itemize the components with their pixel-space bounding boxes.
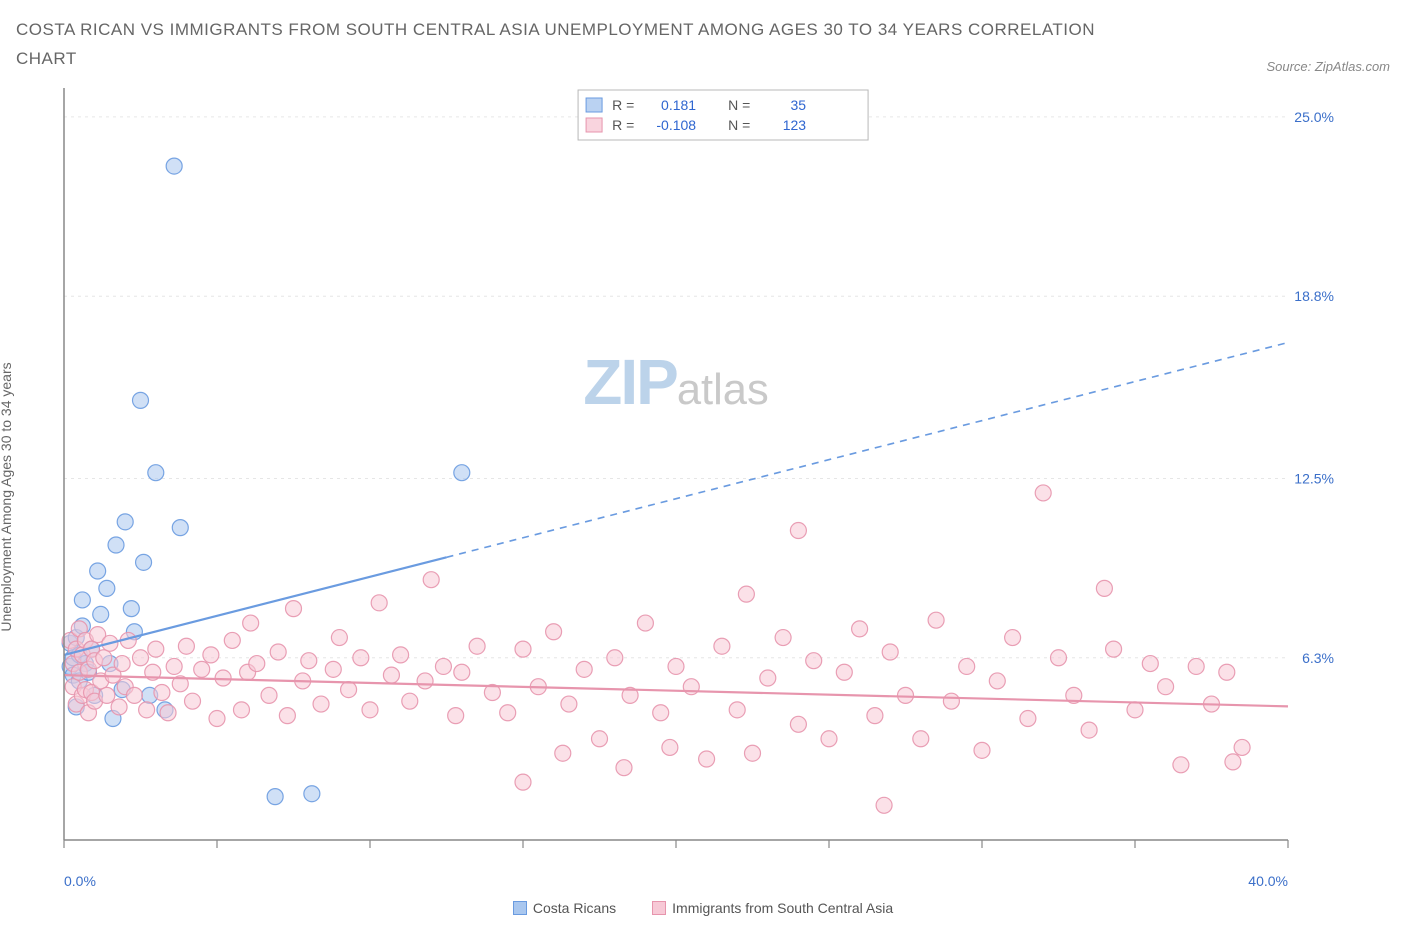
- legend-label: Costa Ricans: [533, 900, 616, 916]
- svg-text:0.181: 0.181: [661, 97, 696, 113]
- legend-item: Immigrants from South Central Asia: [652, 900, 893, 916]
- svg-text:25.0%: 25.0%: [1294, 109, 1334, 125]
- svg-text:123: 123: [783, 117, 807, 133]
- legend-label: Immigrants from South Central Asia: [672, 900, 893, 916]
- svg-text:N =: N =: [728, 117, 750, 133]
- legend-bottom: Costa Ricans Immigrants from South Centra…: [16, 900, 1390, 916]
- svg-text:-0.108: -0.108: [656, 117, 696, 133]
- y-axis-label: Unemployment Among Ages 30 to 34 years: [0, 362, 14, 631]
- source-label: Source: ZipAtlas.com: [1266, 59, 1390, 74]
- svg-text:35: 35: [791, 97, 807, 113]
- svg-text:12.5%: 12.5%: [1294, 470, 1334, 486]
- scatter-plot-svg: 6.3%12.5%18.8%25.0%ZIPatlas0.0%40.0%R =0…: [16, 78, 1346, 896]
- plot-area: Unemployment Among Ages 30 to 34 years 6…: [16, 78, 1390, 916]
- legend-swatch: [513, 901, 527, 915]
- legend-item: Costa Ricans: [513, 900, 616, 916]
- chart-title: COSTA RICAN VS IMMIGRANTS FROM SOUTH CEN…: [16, 16, 1116, 74]
- svg-text:0.0%: 0.0%: [64, 873, 96, 889]
- legend-swatch: [652, 901, 666, 915]
- title-row: COSTA RICAN VS IMMIGRANTS FROM SOUTH CEN…: [16, 16, 1390, 74]
- svg-text:18.8%: 18.8%: [1294, 288, 1334, 304]
- svg-text:40.0%: 40.0%: [1248, 873, 1288, 889]
- svg-text:6.3%: 6.3%: [1302, 650, 1334, 666]
- svg-text:R =: R =: [612, 97, 634, 113]
- svg-text:N =: N =: [728, 97, 750, 113]
- chart-container: COSTA RICAN VS IMMIGRANTS FROM SOUTH CEN…: [16, 16, 1390, 916]
- svg-text:R =: R =: [612, 117, 634, 133]
